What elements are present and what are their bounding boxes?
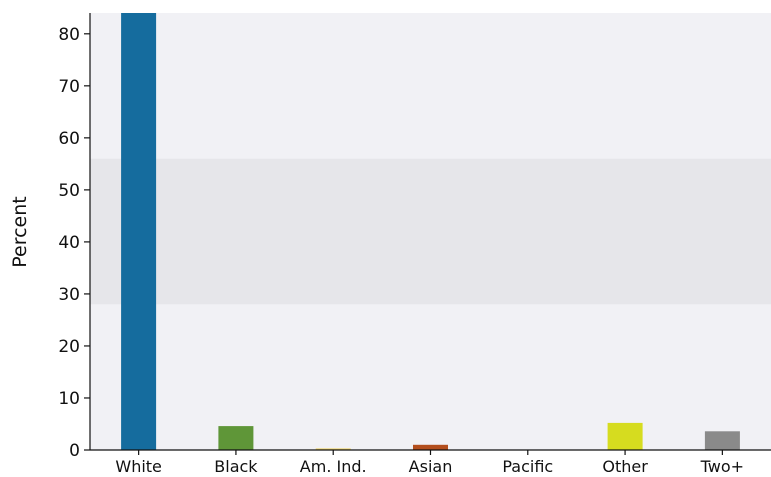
bar-two bbox=[704, 431, 740, 450]
x-category-label: Pacific bbox=[502, 457, 553, 476]
bar-am-ind bbox=[315, 448, 351, 450]
bar-other bbox=[607, 422, 643, 450]
y-tick-label: 80 bbox=[58, 25, 80, 45]
bar-black bbox=[218, 426, 254, 450]
y-tick-label: 20 bbox=[58, 337, 80, 357]
x-category-label: Am. Ind. bbox=[300, 457, 367, 476]
x-category-label: Two+ bbox=[700, 457, 744, 476]
bars-group bbox=[121, 13, 740, 450]
bar-asian bbox=[413, 444, 448, 450]
y-tick-label: 60 bbox=[58, 129, 80, 149]
x-category-label: White bbox=[115, 457, 162, 476]
y-tick-label: 0 bbox=[69, 441, 80, 461]
x-category-label: Asian bbox=[409, 457, 453, 476]
x-category-label: Other bbox=[602, 457, 648, 476]
y-tick-label: 50 bbox=[58, 181, 80, 201]
bar-white bbox=[121, 13, 157, 450]
y-ticks-group: 0 10 20 30 40 50 60 70 80 bbox=[58, 25, 90, 461]
y-tick-label: 70 bbox=[58, 77, 80, 97]
x-labels-group: White Black Am. Ind. Asian Pacific Other Two+ bbox=[115, 450, 744, 476]
y-axis-title: Percent bbox=[9, 196, 31, 268]
x-category-label: Black bbox=[214, 457, 258, 476]
shaded-band bbox=[90, 158, 771, 305]
y-tick-label: 10 bbox=[58, 389, 80, 409]
y-tick-label: 40 bbox=[58, 233, 80, 253]
y-tick-label: 30 bbox=[58, 285, 80, 305]
